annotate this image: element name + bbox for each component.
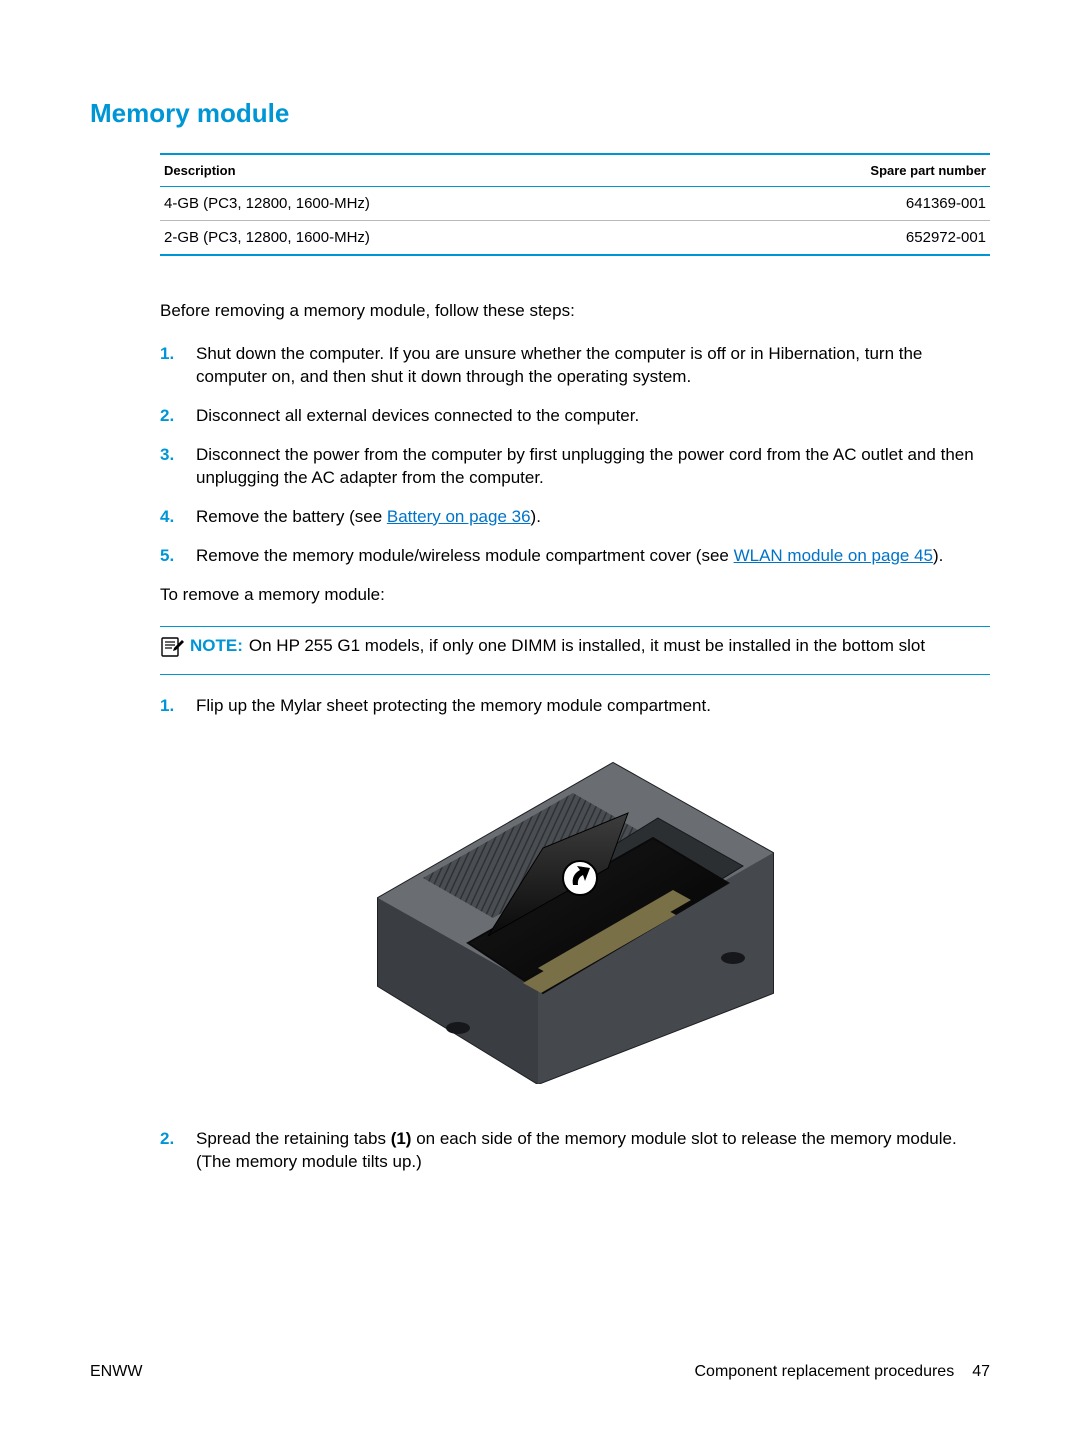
cell-desc: 4-GB (PC3, 12800, 1600-MHz) bbox=[160, 187, 686, 221]
step-number: 1. bbox=[160, 695, 196, 718]
remove-steps-list: 1. Flip up the Mylar sheet protecting th… bbox=[160, 695, 990, 718]
note-text: On HP 255 G1 models, if only one DIMM is… bbox=[249, 636, 925, 655]
th-spare: Spare part number bbox=[686, 154, 990, 187]
figure-mylar-sheet bbox=[160, 758, 990, 1084]
step-number: 3. bbox=[160, 444, 196, 490]
section-title: Memory module bbox=[90, 98, 990, 129]
subintro-text: To remove a memory module: bbox=[160, 584, 990, 607]
cell-spare: 641369-001 bbox=[686, 187, 990, 221]
prep-steps-list: 1. Shut down the computer. If you are un… bbox=[160, 343, 990, 568]
step-text: Spread the retaining tabs (1) on each si… bbox=[196, 1128, 990, 1174]
list-item: 1. Flip up the Mylar sheet protecting th… bbox=[160, 695, 990, 718]
note-body: NOTE: On HP 255 G1 models, if only one DI… bbox=[190, 635, 990, 658]
step-text: Flip up the Mylar sheet protecting the m… bbox=[196, 695, 990, 718]
th-description: Description bbox=[160, 154, 686, 187]
step-text: Remove the memory module/wireless module… bbox=[196, 545, 990, 568]
list-item: 1. Shut down the computer. If you are un… bbox=[160, 343, 990, 389]
step-number: 2. bbox=[160, 405, 196, 428]
footer-left: ENWW bbox=[90, 1363, 142, 1381]
step-number: 5. bbox=[160, 545, 196, 568]
note-callout: NOTE: On HP 255 G1 models, if only one DI… bbox=[160, 626, 990, 675]
spare-parts-table: Description Spare part number 4-GB (PC3,… bbox=[160, 153, 990, 256]
list-item: 3. Disconnect the power from the compute… bbox=[160, 444, 990, 490]
list-item: 2. Spread the retaining tabs (1) on each… bbox=[160, 1128, 990, 1174]
note-icon bbox=[160, 635, 190, 666]
step-number: 4. bbox=[160, 506, 196, 529]
list-item: 5. Remove the memory module/wireless mod… bbox=[160, 545, 990, 568]
note-label: NOTE: bbox=[190, 636, 243, 655]
footer-right: Component replacement procedures47 bbox=[695, 1363, 991, 1381]
cell-desc: 2-GB (PC3, 12800, 1600-MHz) bbox=[160, 221, 686, 256]
table-row: 2-GB (PC3, 12800, 1600-MHz) 652972-001 bbox=[160, 221, 990, 256]
table-row: 4-GB (PC3, 12800, 1600-MHz) 641369-001 bbox=[160, 187, 990, 221]
page-footer: ENWW Component replacement procedures47 bbox=[90, 1363, 990, 1381]
remove-steps-list-cont: 2. Spread the retaining tabs (1) on each… bbox=[160, 1128, 990, 1174]
intro-text: Before removing a memory module, follow … bbox=[160, 300, 990, 323]
step-text: Remove the battery (see Battery on page … bbox=[196, 506, 990, 529]
list-item: 2. Disconnect all external devices conne… bbox=[160, 405, 990, 428]
step-text: Shut down the computer. If you are unsur… bbox=[196, 343, 990, 389]
cell-spare: 652972-001 bbox=[686, 221, 990, 256]
step-text: Disconnect the power from the computer b… bbox=[196, 444, 990, 490]
step-text: Disconnect all external devices connecte… bbox=[196, 405, 990, 428]
link-wlan[interactable]: WLAN module on page 45 bbox=[734, 546, 933, 565]
step-number: 1. bbox=[160, 343, 196, 389]
step-number: 2. bbox=[160, 1128, 196, 1174]
list-item: 4. Remove the battery (see Battery on pa… bbox=[160, 506, 990, 529]
link-battery[interactable]: Battery on page 36 bbox=[387, 507, 531, 526]
